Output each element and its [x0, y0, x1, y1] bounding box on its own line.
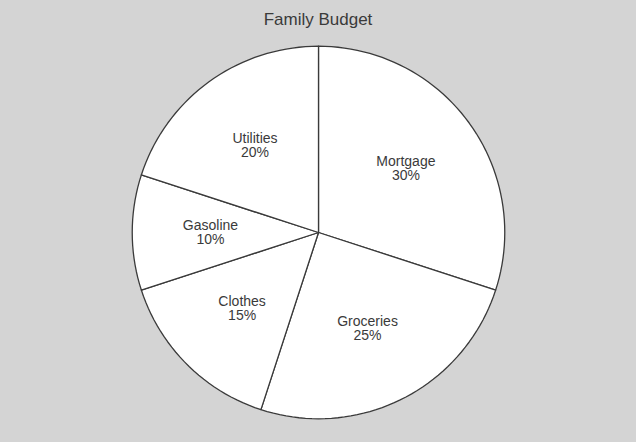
svg-text:Groceries25%: Groceries25% — [337, 313, 398, 343]
svg-text:Mortgage30%: Mortgage30% — [376, 153, 435, 183]
svg-text:Gasoline10%: Gasoline10% — [183, 217, 238, 247]
svg-text:Utilities20%: Utilities20% — [232, 130, 277, 160]
html-text:Family Budget: Family Budget — [263, 10, 373, 29]
svg-text:Clothes15%: Clothes15% — [218, 293, 265, 323]
